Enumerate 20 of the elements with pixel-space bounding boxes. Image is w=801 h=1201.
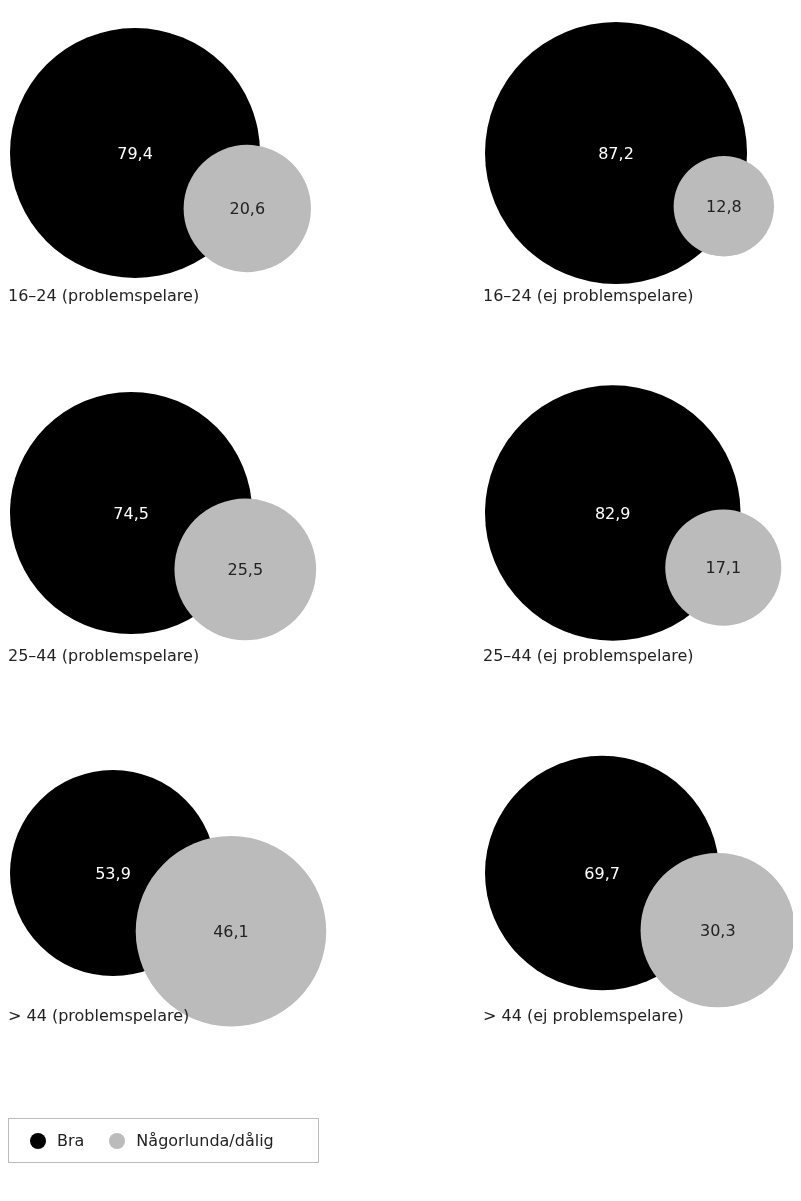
legend-label: Bra (56, 1131, 85, 1150)
category-label: 25–44 (problemspelare) (8, 646, 200, 665)
data-label: 46,1 (213, 921, 249, 941)
category-label: 16–24 (problemspelare) (8, 286, 200, 305)
data-label: 25,5 (227, 559, 264, 579)
data-label: 12,8 (706, 196, 742, 216)
legend-label: Någorlunda/dålig (135, 1131, 274, 1150)
data-label: 30,3 (699, 920, 736, 940)
data-label: 20,6 (229, 198, 266, 218)
data-label: 87,2 (598, 143, 634, 163)
data-label: 82,9 (594, 503, 631, 523)
category-label: > 44 (ej problemspelare) (483, 1006, 684, 1025)
data-label: 53,9 (95, 863, 131, 883)
data-label: 69,7 (584, 863, 620, 883)
category-label: 16–24 (ej problemspelare) (483, 286, 694, 305)
category-label: > 44 (problemspelare) (8, 1006, 190, 1025)
data-label: 79,4 (117, 143, 153, 163)
data-label: 17,1 (705, 558, 742, 578)
data-label: 74,5 (113, 503, 149, 523)
category-label: 25–44 (ej problemspelare) (483, 646, 694, 665)
